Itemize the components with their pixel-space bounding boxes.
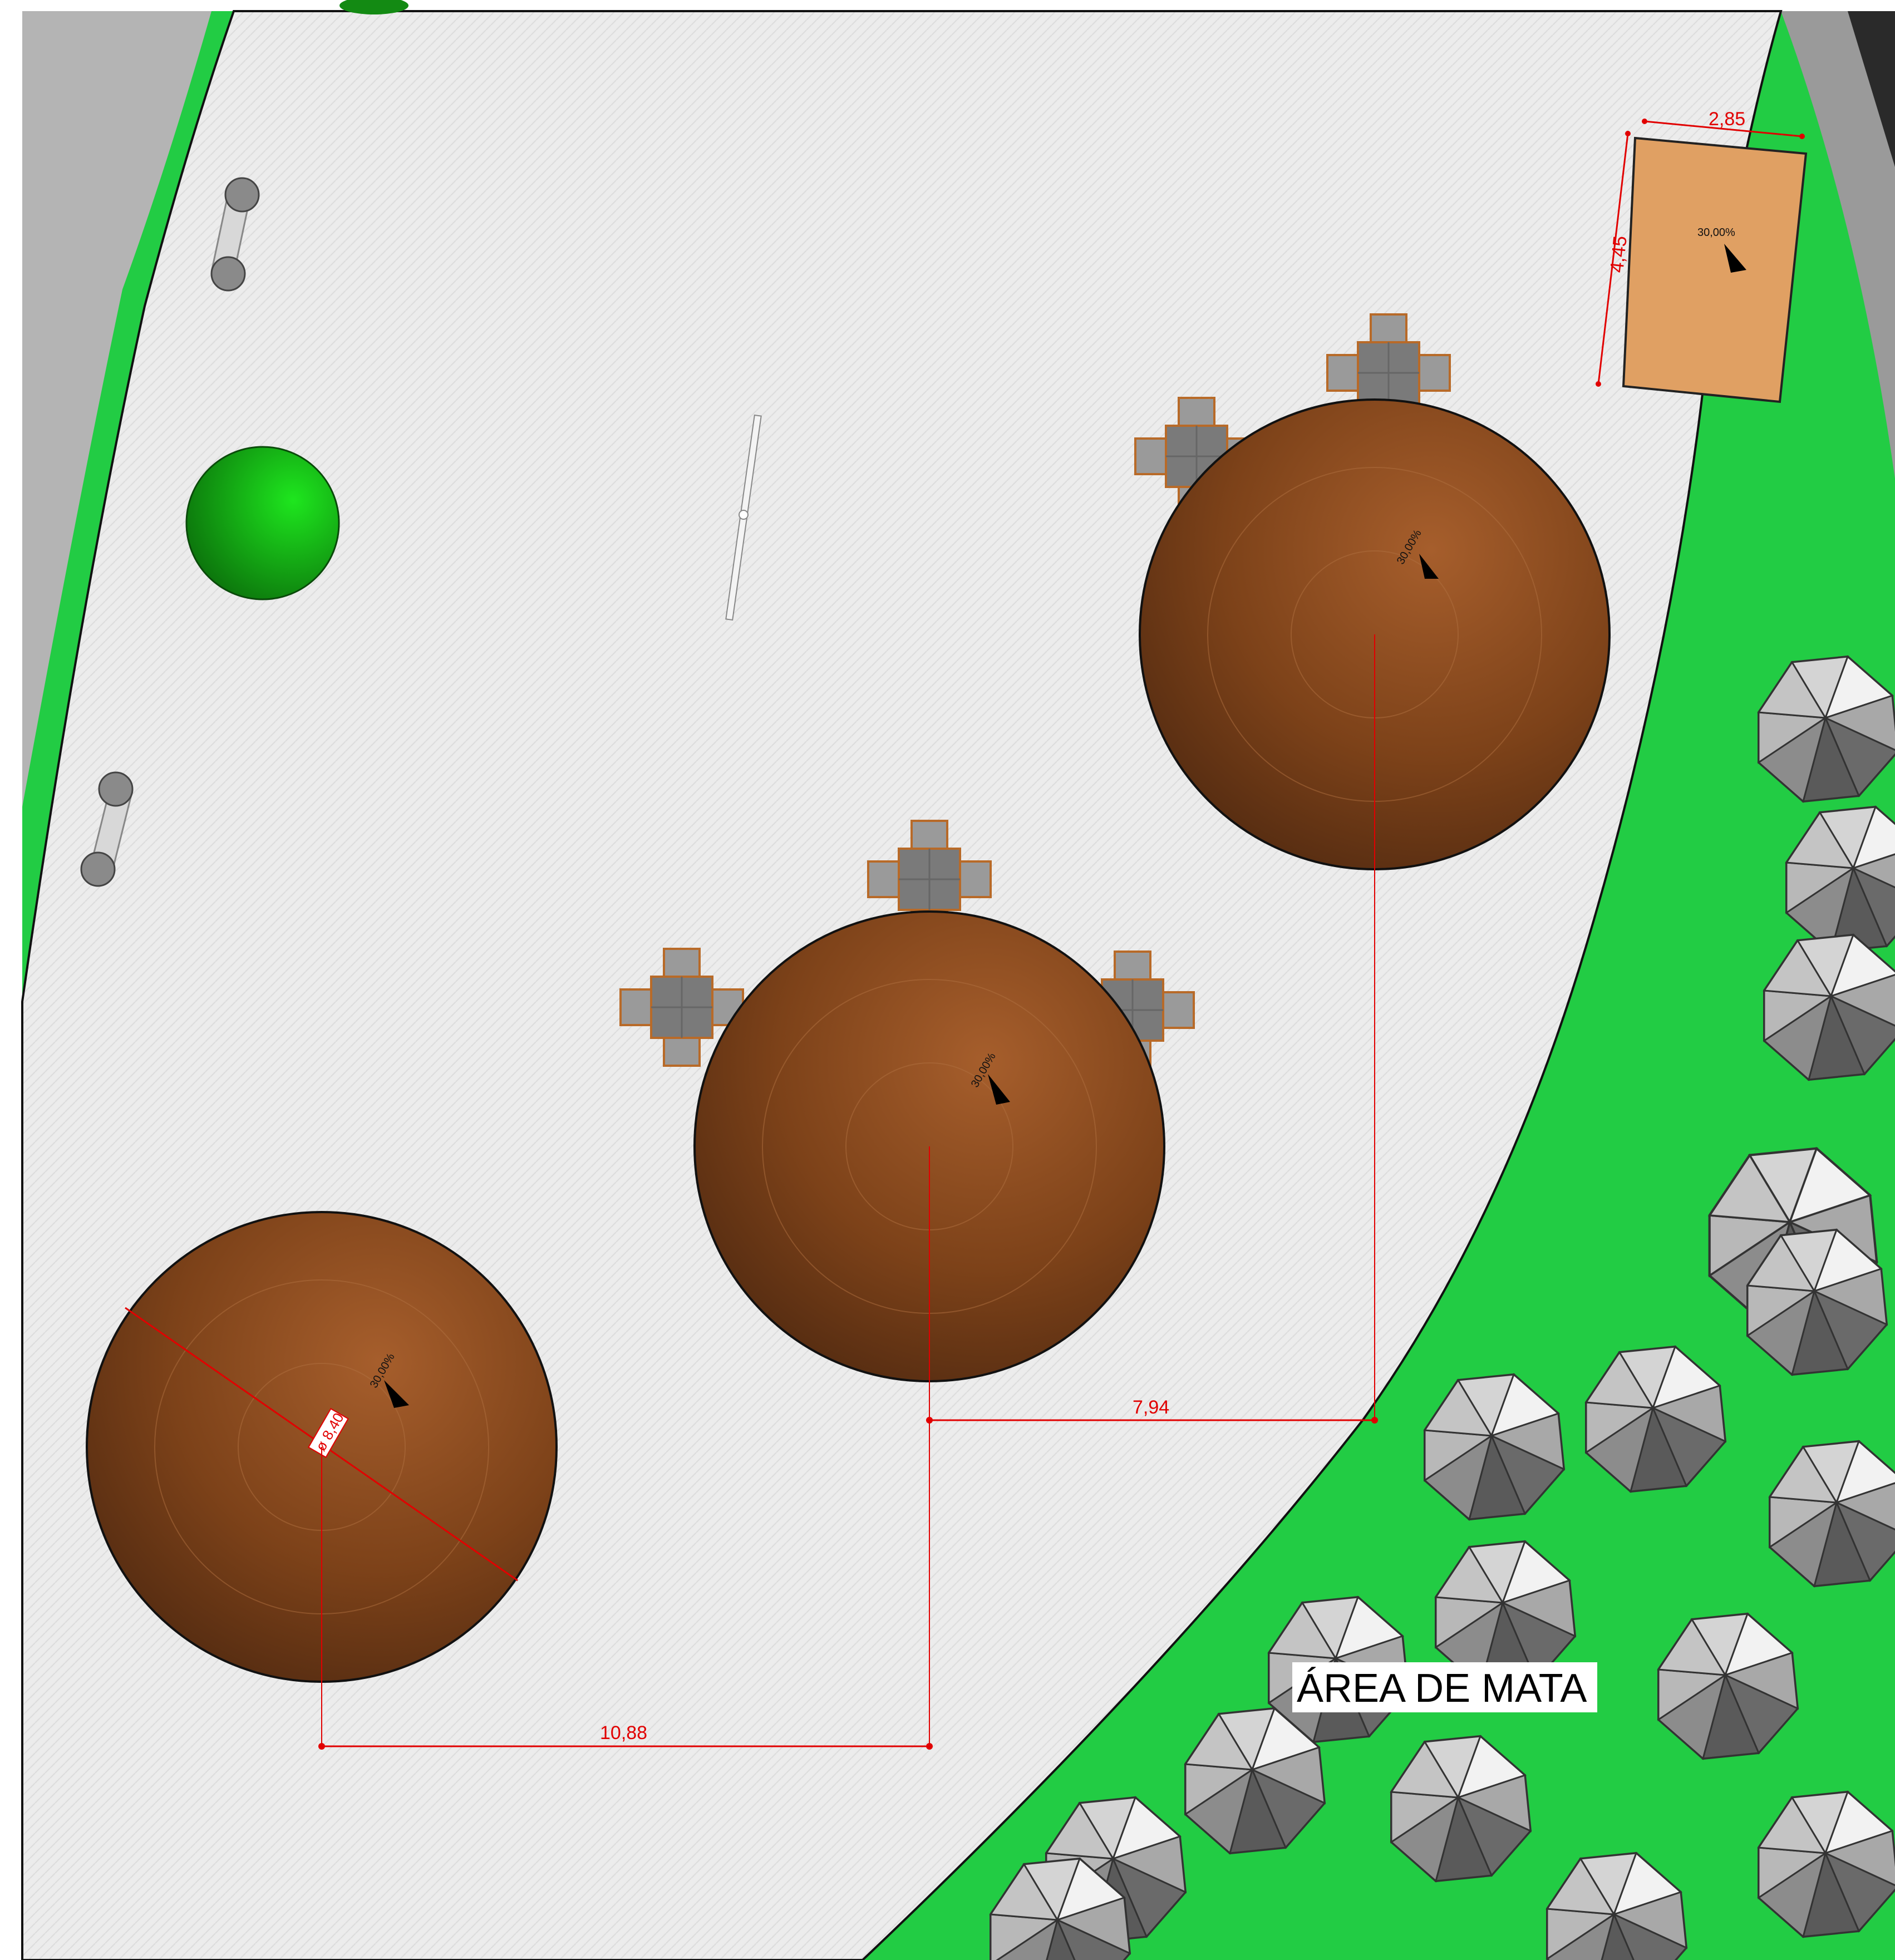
street-left (22, 11, 211, 807)
dimension-value-7-94: 7,94 (1133, 1397, 1169, 1418)
green-shrub-icon (339, 0, 408, 14)
dimension-left-to-middle: 10,88 (318, 1722, 933, 1750)
dimension-value-10-88: 10,88 (600, 1722, 647, 1744)
slope-arrow-icon (1724, 244, 1746, 273)
small-roof-shape (1622, 136, 1808, 403)
area-label-text: ÁREA DE MATA (1297, 1666, 1587, 1711)
bench-icon (80, 771, 134, 887)
width-dimension-line (1644, 120, 1803, 137)
slope-arrow-icon (384, 1380, 409, 1408)
street-right (1781, 11, 1895, 479)
dimension-guides (321, 634, 1375, 1747)
light-post-icon (725, 414, 762, 621)
slope-arrow-icon (1419, 554, 1439, 579)
street-right-edge (1848, 11, 1895, 167)
slope-arrow-icon (988, 1074, 1010, 1105)
green-shrub-icon (185, 446, 340, 600)
depth-dimension-line (1597, 133, 1629, 385)
dimension-middle-to-right: 7,94 (926, 1397, 1378, 1424)
small-roof-slope: 30,00% (1697, 226, 1735, 239)
bench-icon (210, 177, 260, 292)
small-roof-width: 2,85 (1709, 109, 1745, 130)
small-roof: 30,00% 2,85 4,45 (1596, 109, 1808, 403)
small-roof-depth: 4,45 (1606, 235, 1631, 274)
area-label: ÁREA DE MATA (1292, 1662, 1597, 1712)
